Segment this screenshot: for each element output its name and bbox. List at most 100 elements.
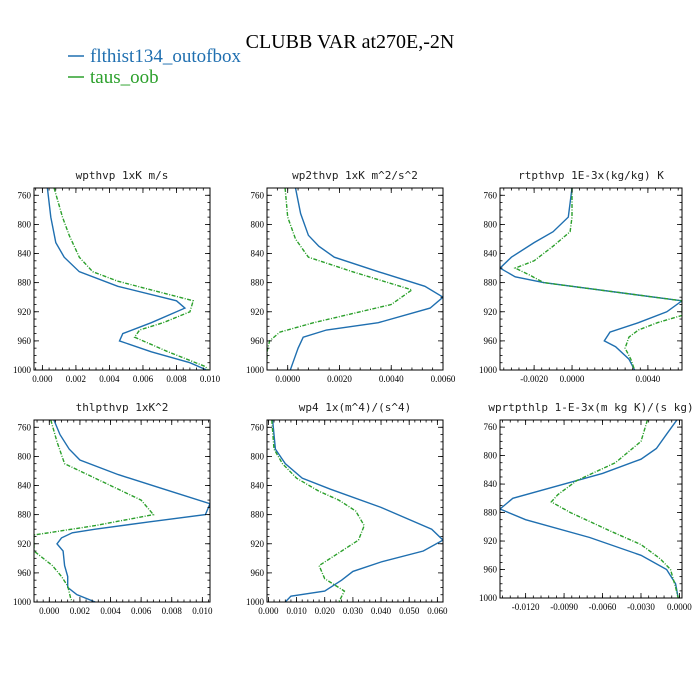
- x-tick-label: -0.0060: [589, 602, 617, 612]
- series-line-taus-oob: [513, 188, 682, 370]
- x-tick-label: 0.0040: [636, 374, 661, 384]
- y-tick-label: 760: [484, 422, 498, 432]
- y-tick-label: 760: [484, 190, 498, 200]
- panel-title: wprtpthlp 1-E-3x(m kg K)/(s kg): [488, 401, 693, 414]
- y-tick-label: 920: [18, 539, 32, 549]
- series-line-flthist134-outofbox: [289, 188, 443, 370]
- panel-6: wprtpthlp 1-E-3x(m kg K)/(s kg) 760 800 840…: [479, 401, 694, 612]
- panel-5: wp4 1x(m^4)/(s^4) 760 800 840 880 920 960 1000 0…: [246, 401, 448, 616]
- y-tick-label: 840: [18, 249, 32, 259]
- x-tick-label: 0.006: [133, 374, 154, 384]
- y-tick-label: 920: [484, 536, 498, 546]
- y-tick-label: 840: [18, 481, 32, 491]
- y-tick-label: 1000: [479, 593, 498, 603]
- x-tick-label: 0.050: [399, 606, 420, 616]
- x-tick-label: -0.0120: [512, 602, 540, 612]
- x-tick-label: 0.0060: [431, 374, 456, 384]
- y-tick-label: 880: [484, 508, 498, 518]
- y-tick-label: 800: [484, 451, 498, 461]
- y-tick-label: 800: [251, 451, 265, 461]
- x-tick-label: 0.0000: [667, 602, 692, 612]
- series-line-taus-oob: [271, 420, 365, 602]
- panel-title: wpthvp 1xK m/s: [76, 169, 169, 182]
- y-tick-label: 1000: [246, 597, 265, 607]
- y-tick-label: 920: [251, 307, 265, 317]
- y-tick-label: 800: [251, 219, 265, 229]
- x-tick-label: 0.060: [427, 606, 448, 616]
- y-tick-label: 760: [18, 190, 32, 200]
- panel-2: wp2thvp 1xK m^2/s^2 760 800 840 880 920 960 100…: [246, 169, 456, 384]
- series-line-taus-oob: [53, 188, 209, 370]
- series-line-flthist134-outofbox: [53, 420, 210, 602]
- x-tick-label: 0.030: [343, 606, 364, 616]
- x-tick-label: 0.000: [39, 606, 60, 616]
- legend-label: taus_oob: [90, 67, 159, 88]
- x-tick-label: 0.0000: [275, 374, 300, 384]
- x-tick-label: 0.002: [66, 374, 86, 384]
- y-tick-label: 960: [251, 336, 265, 346]
- x-tick-label: 0.0000: [560, 374, 585, 384]
- y-tick-label: 960: [251, 568, 265, 578]
- plot-frame: [499, 419, 683, 599]
- y-tick-label: 880: [484, 278, 498, 288]
- y-tick-label: 840: [251, 481, 265, 491]
- y-tick-label: 1000: [246, 365, 265, 375]
- series-line-taus-oob: [34, 420, 155, 602]
- y-tick-label: 1000: [13, 597, 32, 607]
- y-tick-label: 760: [251, 190, 265, 200]
- series-line-flthist134-outofbox: [500, 420, 679, 598]
- plot-frame: [266, 187, 444, 371]
- plot-frame: [33, 187, 211, 371]
- x-tick-label: 0.0040: [379, 374, 404, 384]
- panel-title: rtpthvp 1E-3x(kg/kg) K: [518, 169, 664, 182]
- y-tick-label: 840: [484, 249, 498, 259]
- x-tick-label: -0.0090: [550, 602, 578, 612]
- y-tick-label: 1000: [479, 365, 498, 375]
- y-tick-label: 840: [484, 479, 498, 489]
- x-tick-label: 0.0020: [327, 374, 352, 384]
- x-tick-label: 0.002: [70, 606, 90, 616]
- y-tick-label: 960: [484, 565, 498, 575]
- series-line-taus-oob: [550, 420, 679, 598]
- y-tick-label: 920: [18, 307, 32, 317]
- x-tick-label: 0.008: [166, 374, 187, 384]
- x-tick-label: 0.010: [192, 606, 213, 616]
- x-tick-label: 0.010: [286, 606, 307, 616]
- y-tick-label: 880: [18, 510, 32, 520]
- x-tick-label: -0.0020: [520, 374, 548, 384]
- y-tick-label: 800: [484, 219, 498, 229]
- y-tick-label: 760: [251, 422, 265, 432]
- x-tick-label: 0.000: [32, 374, 53, 384]
- x-tick-label: 0.040: [371, 606, 392, 616]
- y-tick-label: 960: [18, 568, 32, 578]
- y-tick-label: 840: [251, 249, 265, 259]
- y-tick-label: 880: [18, 278, 32, 288]
- series-line-taus-oob: [267, 188, 414, 360]
- series-line-flthist134-outofbox: [46, 188, 207, 370]
- x-tick-label: 0.010: [200, 374, 221, 384]
- y-tick-label: 920: [251, 539, 265, 549]
- panel-1: wpthvp 1xK m/s76080084088092096010000.00…: [13, 169, 221, 384]
- panel-3: rtpthvp 1E-3x(kg/kg) K 760 800 840 880 920 960…: [479, 169, 683, 384]
- plot-frame: [499, 187, 683, 371]
- y-tick-label: 800: [18, 219, 32, 229]
- x-tick-label: -0.0030: [627, 602, 655, 612]
- y-tick-label: 760: [18, 422, 32, 432]
- x-tick-label: 0.008: [162, 606, 183, 616]
- series-line-flthist134-outofbox: [500, 188, 682, 370]
- y-tick-label: 960: [484, 336, 498, 346]
- y-tick-label: 920: [484, 307, 498, 317]
- panel-title: thlpthvp 1xK^2: [76, 401, 169, 414]
- x-tick-label: 0.006: [131, 606, 152, 616]
- panel-title: wp2thvp 1xK m^2/s^2: [292, 169, 418, 182]
- figure-title: CLUBB VAR at270E,-2N: [246, 31, 455, 53]
- series-line-flthist134-outofbox: [271, 420, 443, 602]
- panel-4: thlpthvp 1xK^2 760 800 840 880 920 960 1000 0.00…: [13, 401, 213, 616]
- plot-frame: [33, 419, 211, 603]
- y-tick-label: 960: [18, 336, 32, 346]
- y-tick-label: 1000: [13, 365, 32, 375]
- y-tick-label: 880: [251, 510, 265, 520]
- panel-title: wp4 1x(m^4)/(s^4): [299, 401, 412, 414]
